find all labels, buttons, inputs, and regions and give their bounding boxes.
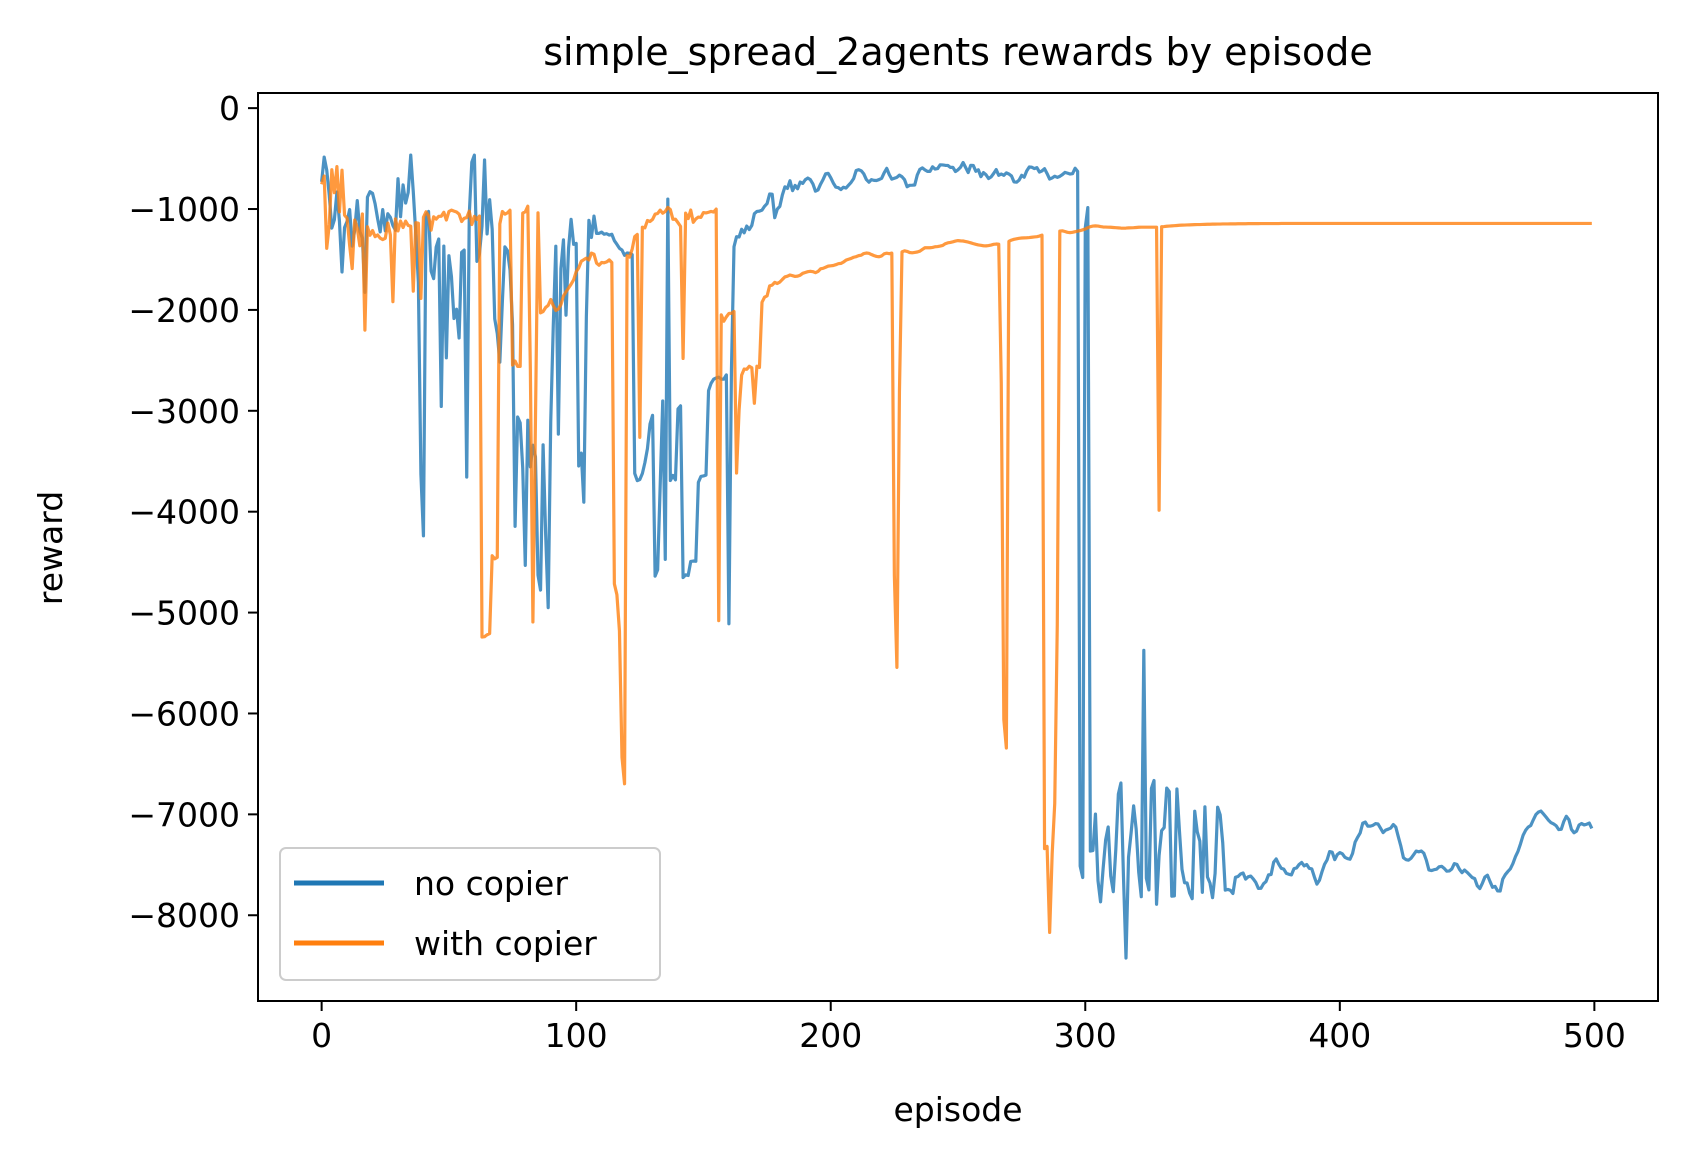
legend-label-with-copier: with copier: [414, 924, 597, 963]
chart-title: simple_spread_2agents rewards by episode: [543, 30, 1373, 74]
x-tick-label: 400: [1308, 1016, 1371, 1055]
y-tick-label: −7000: [128, 795, 240, 834]
y-tick-label: −4000: [128, 493, 240, 532]
y-tick-label: −3000: [128, 392, 240, 431]
y-tick-label: −6000: [128, 694, 240, 733]
plot-frame: [257, 92, 1659, 1002]
y-tick-label: −2000: [128, 291, 240, 330]
x-tick-label: 500: [1563, 1016, 1626, 1055]
x-tick-label: 0: [311, 1016, 332, 1055]
legend-label-no-copier: no copier: [414, 864, 568, 903]
x-axis-label: episode: [893, 1090, 1022, 1129]
x-axis: 0 100 200 300 400 500: [311, 1001, 1626, 1055]
x-tick-label: 300: [1054, 1016, 1117, 1055]
plot-area: [320, 153, 1594, 960]
x-tick-label: 200: [799, 1016, 862, 1055]
y-tick-label: 0: [219, 89, 240, 128]
y-tick-label: −5000: [128, 594, 240, 633]
y-tick-label: −1000: [128, 190, 240, 229]
y-tick-label: −8000: [128, 896, 240, 935]
legend: no copier with copier: [279, 847, 661, 981]
x-tick-label: 100: [545, 1016, 608, 1055]
y-axis: 0 −1000 −2000 −3000 −4000 −5000 −6000 −7000 −800…: [128, 89, 258, 935]
y-axis-label: reward: [31, 491, 70, 605]
series-line-with-copier: [320, 165, 1592, 935]
series-line-no-copier: [320, 153, 1594, 960]
